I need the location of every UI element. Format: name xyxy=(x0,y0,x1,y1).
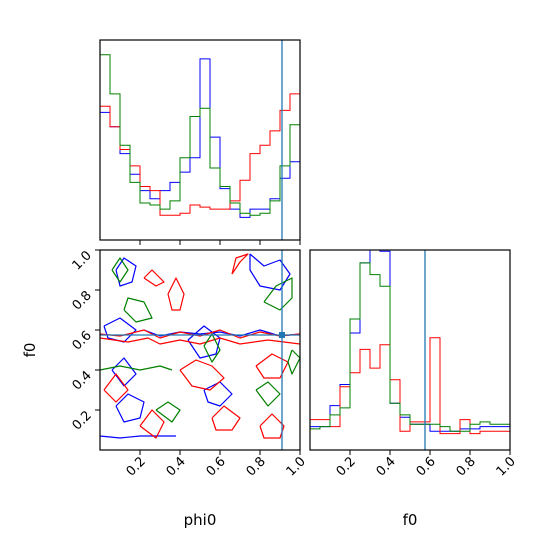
phi0-f0-contour-panel: 0.2 0.4 0.6 0.8 1.0 0.2 0.4 0.6 0.8 1.0 xyxy=(70,248,309,479)
f0-hist-xtick-label: 1.0 xyxy=(494,454,519,479)
f0-hist-series-2 xyxy=(310,262,510,450)
phi0-hist-frame xyxy=(99,39,301,241)
contour-xtick-label: 0.8 xyxy=(244,454,269,479)
contour-xtick-label: 1.0 xyxy=(284,454,309,479)
contour-line-20 xyxy=(123,297,153,323)
contour-line-15 xyxy=(211,405,241,431)
y-axis-label-f0: f0 xyxy=(21,343,39,358)
contour-line-10 xyxy=(143,269,165,287)
contour-ytick-label: 0.4 xyxy=(70,368,95,393)
x-axis-label-phi0: phi0 xyxy=(184,511,217,529)
contour-line-8 xyxy=(111,357,137,387)
contour-line-0 xyxy=(115,257,137,287)
contour-line-26 xyxy=(111,257,129,283)
truth-marker xyxy=(279,332,285,338)
contour-line-25 xyxy=(155,401,181,423)
contour-ytick-label: 0.2 xyxy=(70,408,95,433)
contour-frame xyxy=(99,249,301,451)
contour-line-16 xyxy=(139,409,165,439)
contour-xtick-label: 0.2 xyxy=(124,454,149,479)
f0-hist-xtick-label: 0.8 xyxy=(454,454,479,479)
contour-line-19 xyxy=(259,413,285,439)
f0-hist-xtick-label: 0.2 xyxy=(334,454,359,479)
contour-line-23 xyxy=(263,277,293,311)
contour-line-24 xyxy=(255,381,281,407)
f0-hist-series-1 xyxy=(310,337,510,450)
f0-hist-xtick-label: 0.6 xyxy=(414,454,439,479)
f0-hist-series-group xyxy=(310,250,510,450)
contour-line-22 xyxy=(203,333,221,363)
contour-ytick-label: 0.8 xyxy=(70,288,95,313)
contour-xtick-label: 0.4 xyxy=(164,454,189,479)
contour-line-6 xyxy=(203,381,233,407)
contour-line-21 xyxy=(99,365,173,371)
contour-line-27 xyxy=(287,349,301,375)
axis-labels: phi0 f0 f0 xyxy=(21,343,417,529)
contour-line-9 xyxy=(231,253,249,275)
contour-line-18 xyxy=(103,373,129,403)
x-axis-label-f0: f0 xyxy=(403,511,418,529)
contour-line-12 xyxy=(99,329,301,339)
contour-ytick-label: 1.0 xyxy=(70,248,95,273)
contour-line-14 xyxy=(179,359,225,391)
contour-line-4 xyxy=(249,253,291,291)
phi0-histogram-panel xyxy=(99,39,301,245)
phi0-hist-series-2 xyxy=(99,54,301,240)
contour-xtick-label: 0.6 xyxy=(204,454,229,479)
f0-hist-frame xyxy=(309,249,511,451)
contour-line-13 xyxy=(99,337,301,345)
contour-line-2 xyxy=(115,393,145,423)
contour-line-5 xyxy=(99,435,176,439)
contour-line-11 xyxy=(167,277,185,311)
contour-ytick-label: 0.6 xyxy=(70,328,95,353)
f0-hist-xtick-label: 0.4 xyxy=(374,454,399,479)
contour-line-17 xyxy=(255,353,289,379)
f0-histogram-panel: 0.2 0.4 0.6 0.8 1.0 xyxy=(309,249,519,479)
contour-line-1 xyxy=(103,317,137,343)
